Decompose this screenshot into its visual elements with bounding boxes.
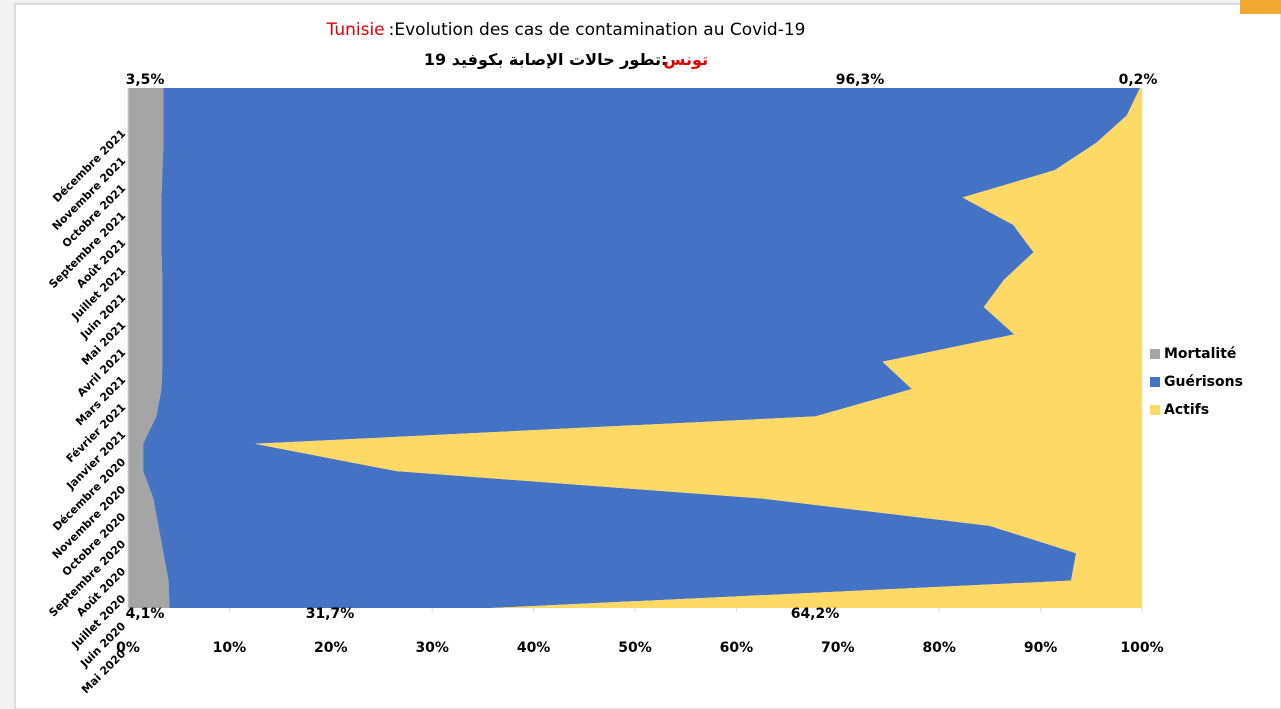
- x-tick-label: 20%: [314, 640, 348, 656]
- area-0: [128, 88, 170, 608]
- annotation: 4,1%: [126, 606, 165, 622]
- x-tick-label: 60%: [720, 640, 754, 656]
- annotation: 31,7%: [306, 606, 355, 622]
- x-tick-label: 30%: [415, 640, 449, 656]
- annotation: 3,5%: [126, 72, 165, 88]
- legend-swatch: [1150, 405, 1160, 415]
- annotation: 96,3%: [836, 72, 885, 88]
- annotation: 64,2%: [791, 606, 840, 622]
- legend-label: Mortalité: [1164, 346, 1236, 362]
- x-tick-label: 40%: [517, 640, 551, 656]
- chart-subtitle: تونس:تطور حالات الإصابة بكوفيد 19: [424, 50, 708, 69]
- area-2: [254, 88, 1142, 608]
- x-tick-label: 80%: [922, 640, 956, 656]
- corner-tab: [1240, 0, 1281, 14]
- x-tick-label: 100%: [1120, 640, 1163, 656]
- legend-swatch: [1150, 377, 1160, 387]
- chart-title: Tunisie:Evolution des cas de contaminati…: [326, 20, 806, 40]
- x-tick-label: 10%: [213, 640, 247, 656]
- x-tick-label: 70%: [821, 640, 855, 656]
- subtitle-highlight: تونس: [663, 50, 708, 69]
- title-text: :Evolution des cas de contamination au C…: [389, 20, 806, 40]
- legend-swatch: [1150, 349, 1160, 359]
- x-tick-label: 0%: [116, 640, 140, 656]
- x-tick-label: 90%: [1024, 640, 1058, 656]
- area-1: [143, 88, 1140, 608]
- annotation: 0,2%: [1119, 72, 1158, 88]
- legend-label: Guérisons: [1164, 374, 1243, 390]
- legend-label: Actifs: [1164, 402, 1209, 418]
- title-highlight: Tunisie: [326, 20, 385, 40]
- subtitle-text: :تطور حالات الإصابة بكوفيد 19: [424, 50, 667, 69]
- x-tick-label: 50%: [618, 640, 652, 656]
